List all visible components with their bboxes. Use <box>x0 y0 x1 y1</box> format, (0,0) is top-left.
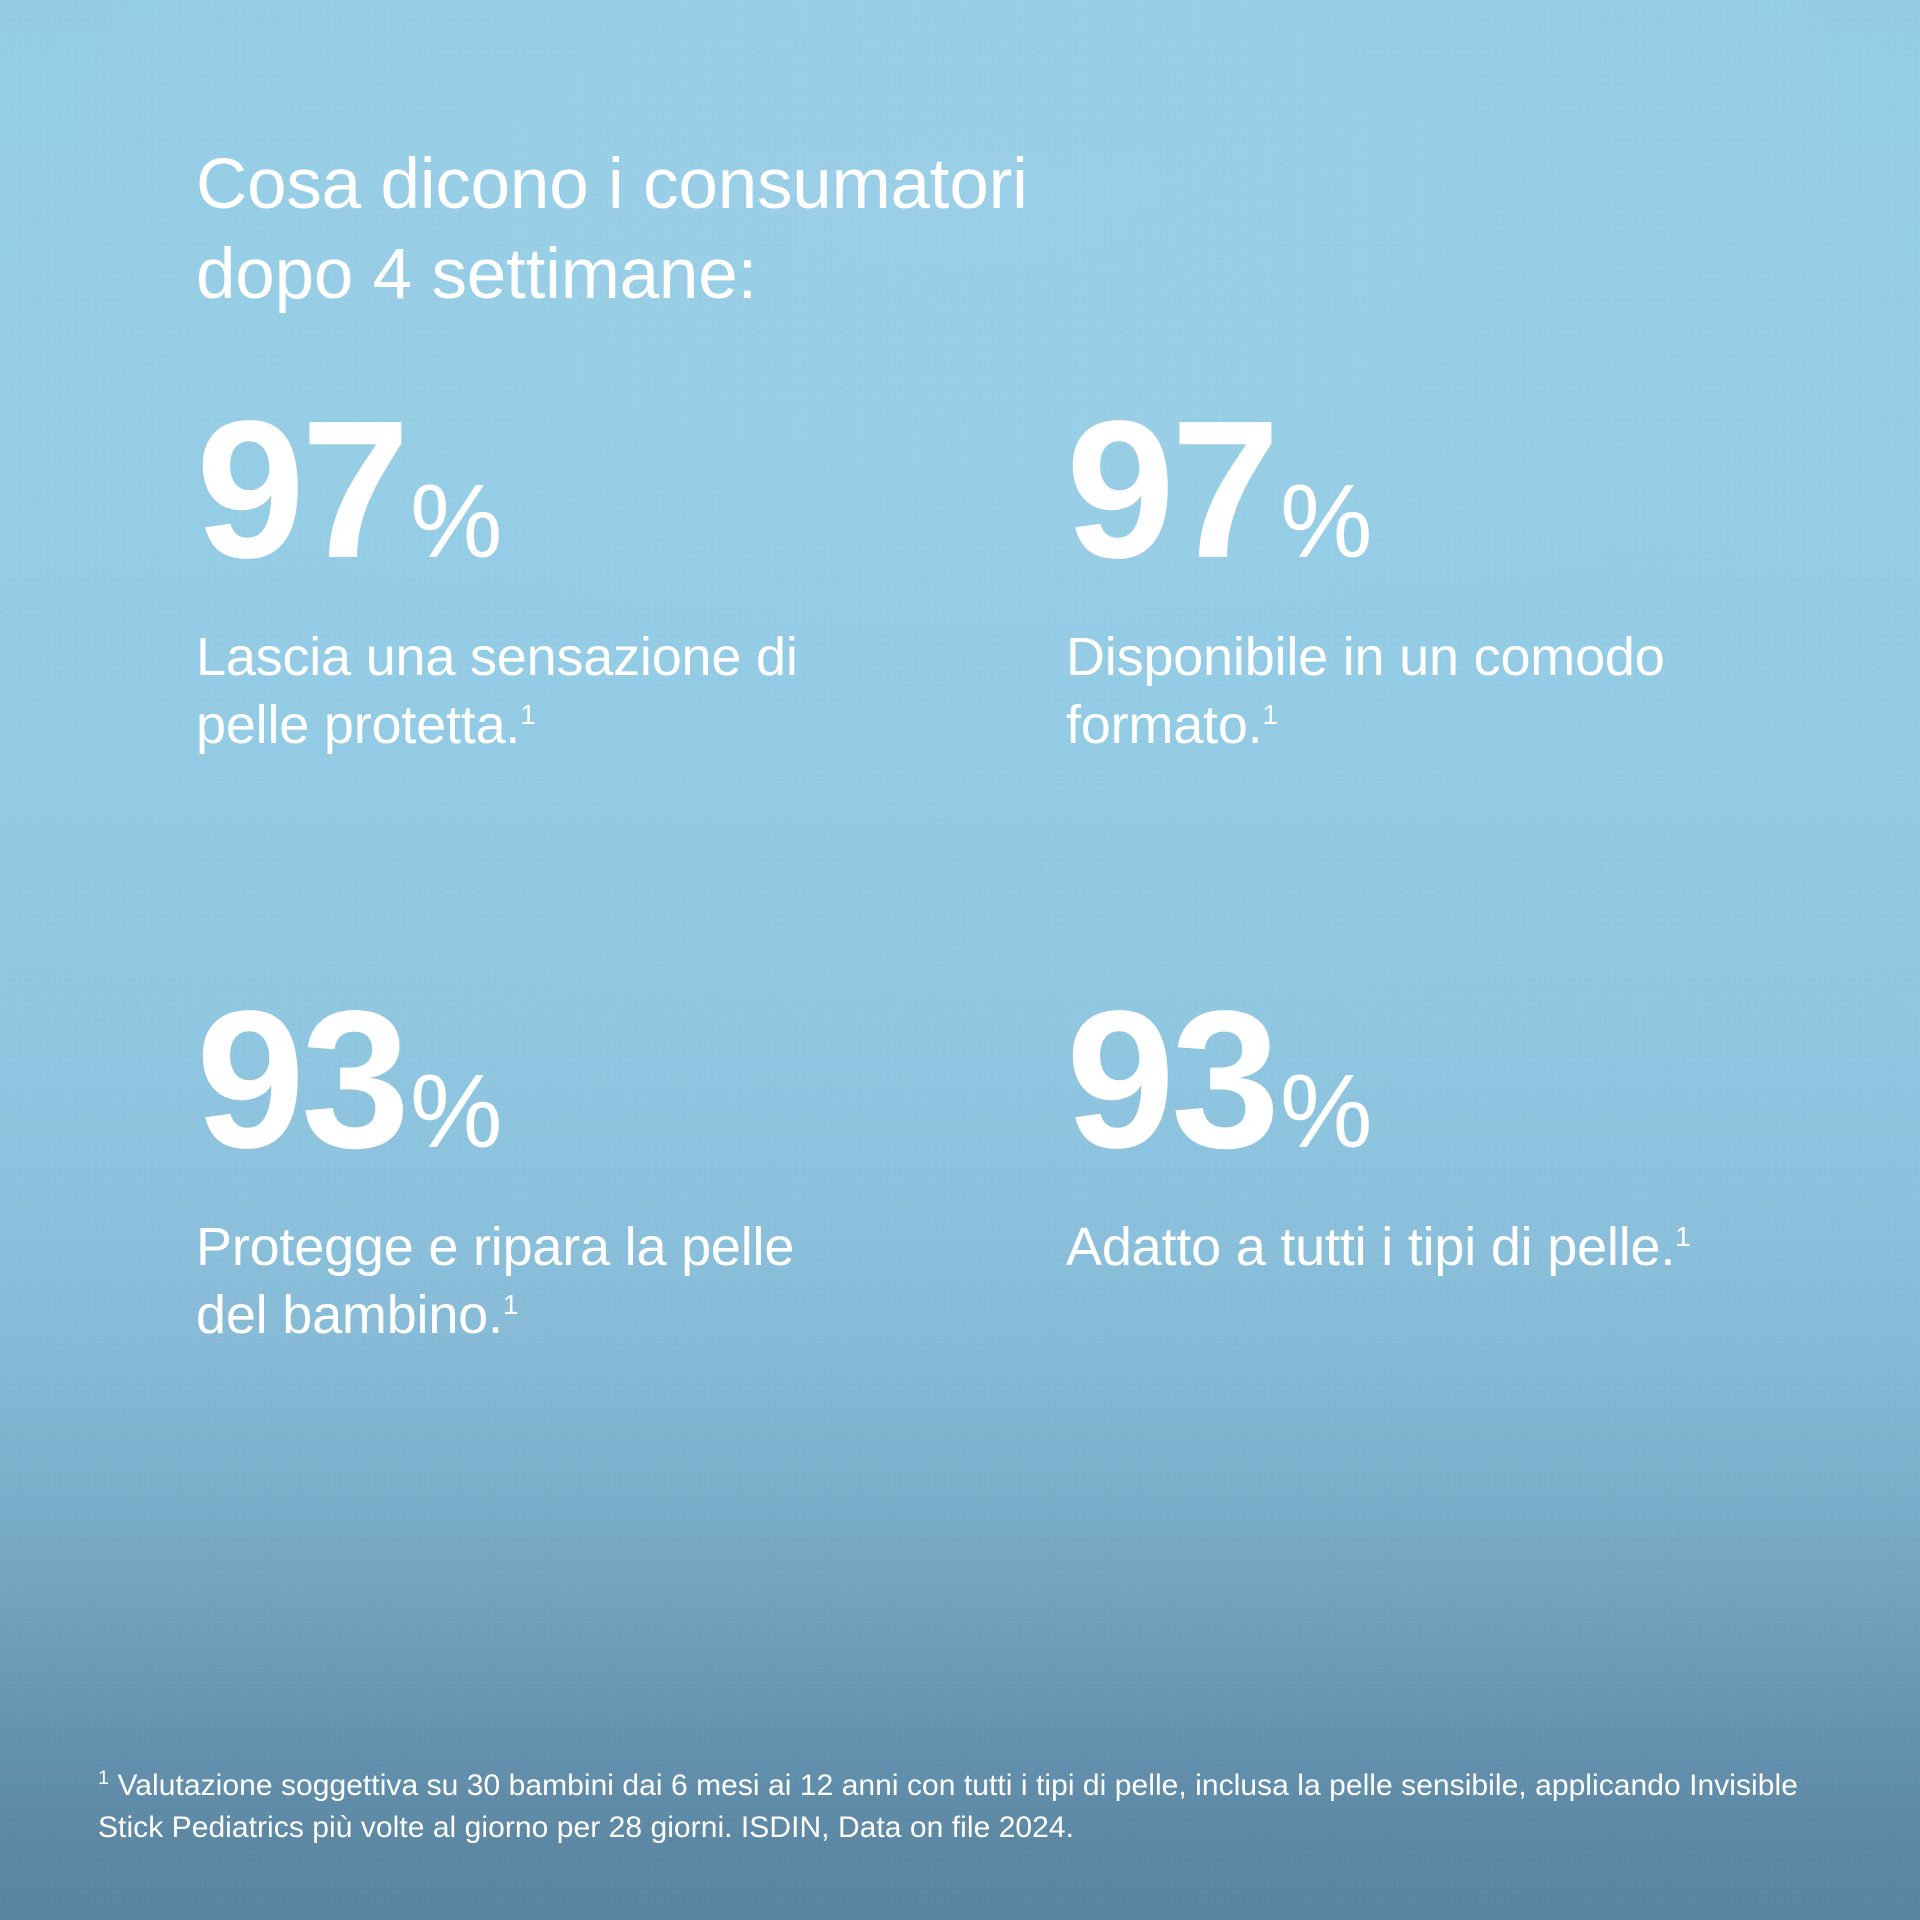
stat-label-text: Protegge e ripara la pelle del bambino. <box>196 1217 795 1345</box>
stat-card-protects-repairs: 93 % Protegge e ripara la pelle del bamb… <box>196 970 1066 1349</box>
stat-label-text: Lascia una sensazione di pelle protetta. <box>196 627 798 755</box>
stat-label-text: Disponibile in un comodo formato. <box>1066 627 1665 755</box>
footnote-text: Valutazione soggettiva su 30 bambini dai… <box>98 1768 1798 1845</box>
percent-symbol: % <box>1280 464 1372 580</box>
stat-label: Lascia una sensazione di pelle protetta.… <box>196 624 876 759</box>
stat-value: 93 % <box>1066 970 1776 1189</box>
footnote-marker: 1 <box>98 1766 110 1789</box>
statistics-grid: 97 % Lascia una sensazione di pelle prot… <box>196 380 1776 1349</box>
stat-card-convenient-format: 97 % Disponibile in un comodo formato.1 <box>1066 380 1776 990</box>
stat-number: 97 <box>1066 380 1280 599</box>
stat-value: 97 % <box>196 380 1066 599</box>
stat-label-text: Adatto a tutti i tipi di pelle. <box>1066 1217 1676 1278</box>
percent-symbol: % <box>1280 1054 1372 1170</box>
stat-value: 93 % <box>196 970 1066 1189</box>
stat-value: 97 % <box>1066 380 1776 599</box>
stat-label: Protegge e ripara la pelle del bambino.1 <box>196 1214 876 1349</box>
percent-symbol: % <box>410 1054 502 1170</box>
footnote-marker: 1 <box>502 1288 519 1320</box>
stat-label: Adatto a tutti i tipi di pelle.1 <box>1066 1214 1746 1282</box>
percent-symbol: % <box>410 464 502 580</box>
footnote: 1 Valutazione soggettiva su 30 bambini d… <box>98 1722 1858 1850</box>
stat-card-skin-protection: 97 % Lascia una sensazione di pelle prot… <box>196 380 1066 990</box>
footnote-marker: 1 <box>1262 698 1278 730</box>
stat-number: 93 <box>196 970 410 1189</box>
footnote-marker: 1 <box>520 698 536 730</box>
stat-card-all-skin-types: 93 % Adatto a tutti i tipi di pelle.1 <box>1066 970 1776 1349</box>
page-title: Cosa dicono i consumatori dopo 4 settima… <box>196 144 1028 315</box>
stat-label: Disponibile in un comodo formato.1 <box>1066 624 1746 759</box>
stat-number: 97 <box>196 380 410 599</box>
stat-number: 93 <box>1066 970 1280 1189</box>
footnote-marker: 1 <box>1675 1221 1691 1253</box>
